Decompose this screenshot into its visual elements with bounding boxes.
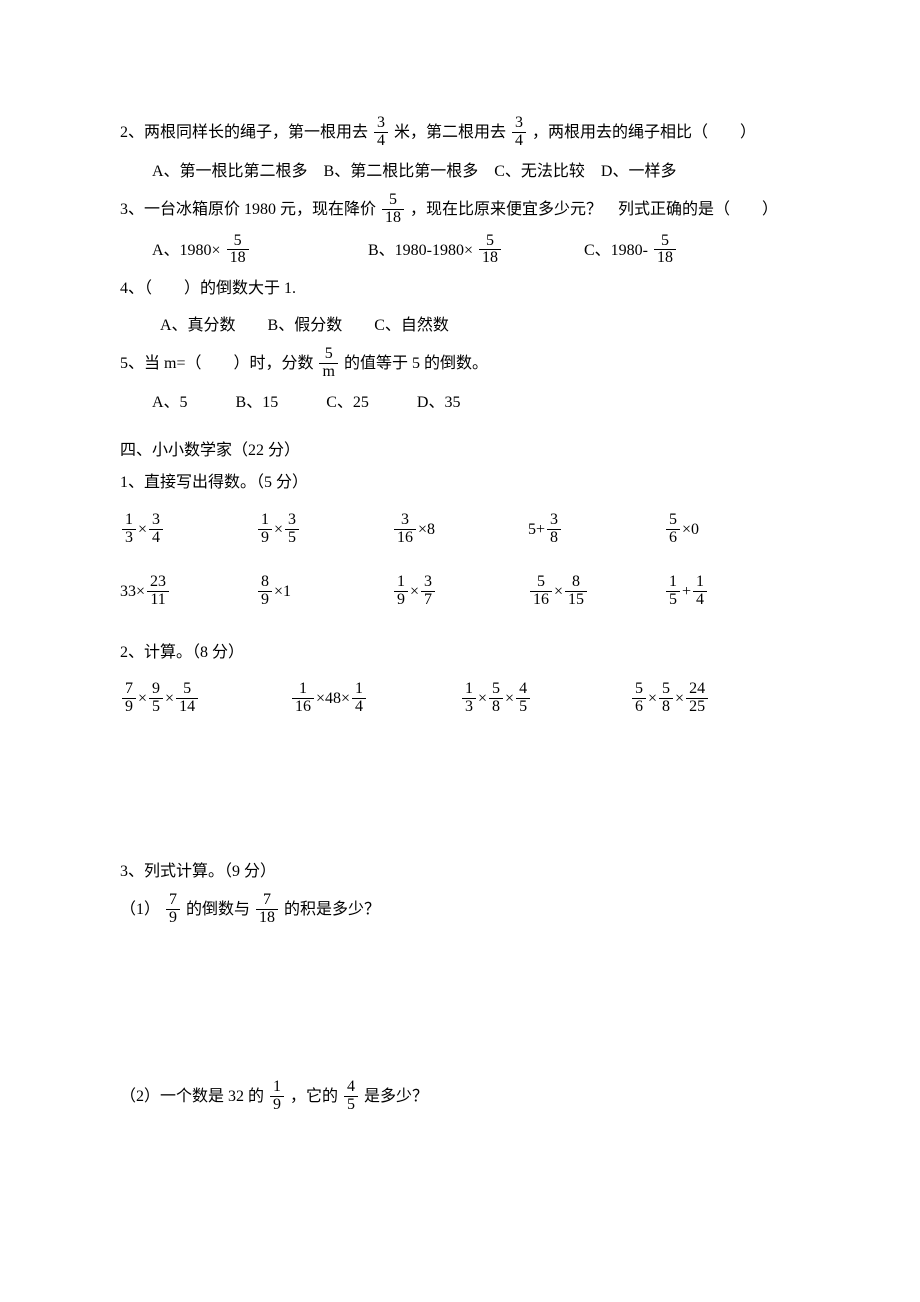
fraction: 5 18 (479, 233, 501, 268)
fraction: 15 (666, 574, 680, 609)
q3-option-c: C、1980- 5 18 (584, 234, 800, 269)
fraction: 58 (659, 681, 673, 716)
q3-text-a: 3、一台冰箱原价 1980 元，现在降价 (120, 201, 376, 218)
fraction: 516 (530, 574, 552, 609)
fraction: 19 (258, 512, 272, 547)
expression: 15+14 (664, 575, 800, 610)
q5-text-b: 的值等于 5 的倒数。 (344, 355, 488, 372)
fraction: 5 m (319, 346, 337, 381)
fraction: 3 4 (512, 115, 526, 150)
fraction: 79 (122, 681, 136, 716)
expression: 33×2311 (120, 575, 256, 610)
fraction: 13 (122, 512, 136, 547)
part-2-title: 2、计算。（8 分） (120, 638, 800, 668)
fraction: 815 (565, 574, 587, 609)
expression: 19×35 (256, 513, 392, 548)
q2-text-b: 米，第二根用去 (394, 124, 506, 141)
work-space (120, 745, 800, 855)
expression: 56×0 (664, 513, 800, 548)
expression: 13×34 (120, 513, 256, 548)
expression: 89×1 (256, 575, 392, 610)
fraction: 34 (149, 512, 163, 547)
fraction: 2425 (686, 681, 708, 716)
q2-text-a: 2、两根同样长的绳子，第一根用去 (120, 124, 368, 141)
fraction: 2311 (147, 574, 169, 609)
fraction: 19 (394, 574, 408, 609)
fraction: 4 5 (344, 1079, 358, 1114)
fraction: 38 (547, 512, 561, 547)
fraction: 89 (258, 574, 272, 609)
fraction: 58 (489, 681, 503, 716)
fraction: 514 (176, 681, 198, 716)
question-2: 2、两根同样长的绳子，第一根用去 3 4 米，第二根用去 3 4 ，两根用去的绳… (120, 116, 800, 151)
fraction: 5 18 (382, 192, 404, 227)
expression: 116×48×14 (290, 682, 460, 717)
calc-row-1: 13×3419×35316×85+3856×0 (120, 513, 800, 548)
fraction: 13 (462, 681, 476, 716)
fraction: 7 18 (256, 892, 278, 927)
question-3: 3、一台冰箱原价 1980 元，现在降价 5 18 ，现在比原来便宜多少元？ 列… (120, 193, 800, 228)
q2-text-c: ，两根用去的绳子相比（ ） (532, 124, 756, 141)
fraction: 56 (666, 512, 680, 547)
calc-row-3: 79×95×514116×48×1413×58×4556×58×2425 (120, 682, 800, 717)
p3-question-1: （1） 7 9 的倒数与 7 18 的积是多少？ (120, 893, 800, 928)
document-page: 2、两根同样长的绳子，第一根用去 3 4 米，第二根用去 3 4 ，两根用去的绳… (0, 0, 920, 1180)
p3-question-2: （2）一个数是 32 的 1 9 ，它的 4 5 是多少？ (120, 1080, 800, 1115)
calc-row-2: 33×231189×119×37516×81515+14 (120, 575, 800, 610)
fraction: 116 (292, 681, 314, 716)
fraction: 56 (632, 681, 646, 716)
fraction: 45 (516, 681, 530, 716)
fraction: 316 (394, 512, 416, 547)
section-4-title: 四、小小数学家（22 分） (120, 436, 800, 466)
fraction: 5 18 (654, 233, 676, 268)
fraction: 5 18 (227, 233, 249, 268)
expression: 516×815 (528, 575, 664, 610)
fraction: 14 (352, 681, 366, 716)
fraction: 37 (421, 574, 435, 609)
expression: 5+38 (528, 513, 664, 548)
fraction: 35 (285, 512, 299, 547)
expression: 56×58×2425 (630, 682, 800, 717)
q3-option-a: A、1980× 5 18 (152, 234, 368, 269)
q3-text-b: ，现在比原来便宜多少元？ 列式正确的是（ ） (410, 201, 778, 218)
fraction: 1 9 (270, 1079, 284, 1114)
question-5: 5、当 m=（ ）时，分数 5 m 的值等于 5 的倒数。 (120, 347, 800, 382)
part-3-title: 3、列式计算。（9 分） (120, 857, 800, 887)
expression: 19×37 (392, 575, 528, 610)
work-space (120, 934, 800, 1074)
question-4: 4、（ ）的倒数大于 1. (120, 274, 800, 304)
expression: 316×8 (392, 513, 528, 548)
fraction: 14 (693, 574, 707, 609)
q3-option-b: B、1980-1980× 5 18 (368, 234, 584, 269)
fraction: 3 4 (374, 115, 388, 150)
q3-options: A、1980× 5 18 B、1980-1980× 5 18 C、1980- 5… (120, 234, 800, 269)
fraction: 95 (149, 681, 163, 716)
q2-options: A、第一根比第二根多 B、第二根比第一根多 C、无法比较 D、一样多 (120, 157, 800, 187)
part-1-title: 1、直接写出得数。（5 分） (120, 468, 800, 498)
q5-text-a: 5、当 m=（ ）时，分数 (120, 355, 313, 372)
expression: 13×58×45 (460, 682, 630, 717)
fraction: 7 9 (166, 892, 180, 927)
expression: 79×95×514 (120, 682, 290, 717)
q4-options: A、真分数 B、假分数 C、自然数 (120, 311, 800, 341)
q5-options: A、5 B、15 C、25 D、35 (120, 388, 800, 418)
